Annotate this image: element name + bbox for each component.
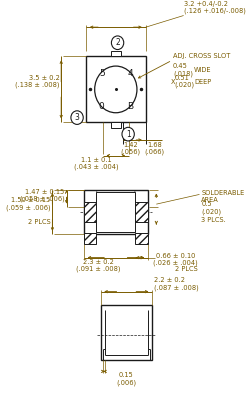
Text: 0.45
(.018): 0.45 (.018) (172, 63, 192, 77)
Text: 1.1 ± 0.1
(.043 ± .004): 1.1 ± 0.1 (.043 ± .004) (74, 156, 118, 170)
Text: X: X (171, 79, 175, 85)
Text: 5: 5 (99, 69, 104, 78)
Text: 3 PLCS.: 3 PLCS. (200, 217, 225, 223)
Text: 2 PLCS: 2 PLCS (28, 219, 50, 225)
Bar (110, 50, 121, 56)
Text: 2.3 ± 0.2
(.091 ± .008): 2.3 ± 0.2 (.091 ± .008) (76, 259, 120, 272)
Bar (84, 190, 147, 234)
Bar (85, 56, 145, 122)
Text: 3: 3 (74, 113, 79, 122)
Text: B: B (126, 102, 133, 112)
Text: 0.66 ± 0.10
(.026 ± .004): 0.66 ± 0.10 (.026 ± .004) (153, 253, 197, 266)
Text: WIDE: WIDE (194, 67, 211, 73)
Text: 0.51
(.020): 0.51 (.020) (174, 75, 194, 88)
Bar (135, 202, 147, 222)
Bar (84, 233, 96, 244)
Text: 4: 4 (127, 69, 132, 78)
Text: 3.2 +0.4/-0.2
(.126 +.016/-.008): 3.2 +0.4/-0.2 (.126 +.016/-.008) (183, 1, 244, 14)
Circle shape (71, 111, 83, 124)
Bar (84, 202, 96, 222)
Text: 3.5 ± 0.2
(.138 ± .008): 3.5 ± 0.2 (.138 ± .008) (15, 75, 59, 88)
Text: 1: 1 (125, 130, 130, 139)
Text: 1.50 ± 0.15
(.059 ± .006): 1.50 ± 0.15 (.059 ± .006) (6, 197, 50, 211)
Circle shape (94, 66, 136, 113)
Text: 1.47 ± 0.15
(.058 ± .006): 1.47 ± 0.15 (.058 ± .006) (20, 189, 65, 202)
Circle shape (121, 127, 134, 141)
Text: DEEP: DEEP (194, 79, 211, 85)
Text: 2: 2 (115, 38, 119, 47)
Bar (96, 192, 135, 232)
Text: 1.68
(.066): 1.68 (.066) (144, 142, 164, 156)
Bar (101, 305, 151, 360)
Text: 1.42
(.056): 1.42 (.056) (120, 142, 140, 156)
Bar (135, 233, 147, 244)
Text: 0: 0 (99, 102, 104, 112)
Text: 0.15
(.006): 0.15 (.006) (116, 372, 136, 386)
Text: 0.5
(.020): 0.5 (.020) (200, 201, 220, 215)
Text: 2.2 ± 0.2
(.087 ± .008): 2.2 ± 0.2 (.087 ± .008) (153, 277, 198, 291)
Bar (110, 122, 121, 128)
Text: 2 PLCS: 2 PLCS (174, 266, 197, 272)
Text: SOLDERABLE
AREA: SOLDERABLE AREA (200, 190, 243, 203)
Text: ADJ. CROSS SLOT: ADJ. CROSS SLOT (172, 53, 230, 59)
Circle shape (111, 36, 123, 50)
